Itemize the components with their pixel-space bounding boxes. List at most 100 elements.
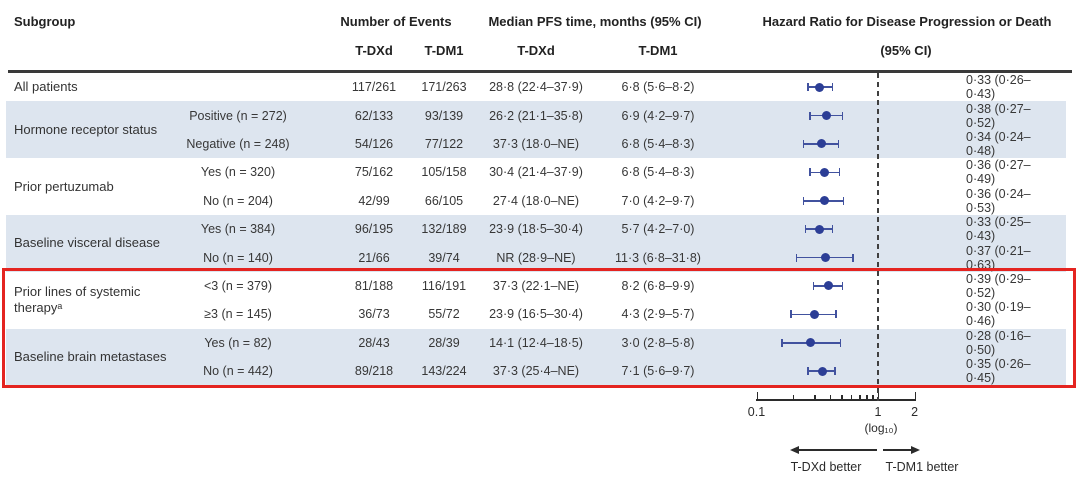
axis-minor-tick [829,395,832,399]
table-row: Yes (n = 82) 28/43 28/39 14·1 (12·4–18·5… [0,329,1080,357]
subgroup-category-label: No (n = 204) [203,193,273,208]
events-tdm1-value: 93/139 [424,108,464,123]
events-tdm1-value: 77/122 [424,136,464,151]
axis-minor-tick [866,395,868,399]
table-row: No (n = 140) 21/66 39/74 NR (28·9–NE) 11… [0,243,1080,272]
subgroup-category-label: Yes (n = 320) [200,165,276,180]
ci-cap-left [806,83,809,92]
ci-cap-right [841,111,844,120]
ci-cap-left [808,168,811,177]
subgroup-group-label: Prior lines of systemic therapyᵃ [14,284,141,316]
hr-point-marker [823,281,833,291]
subheader-hr-95ci: (95% CI) [880,43,932,58]
axis-major-tick [878,392,880,399]
axis-tick-label: 0.1 [747,405,766,419]
axis-minor-tick [793,395,795,399]
table-row: 117/261 171/263 28·8 (22·4–37·9) 6·8 (5·… [0,73,1080,101]
subgroup-group-label: All patients [14,79,78,95]
ci-cap-right [831,225,834,234]
subgroup-category-label: <3 (n = 379) [203,278,273,293]
subheader-pfs-tdm1: T-DM1 [638,43,678,58]
header-divider-line [8,70,1072,73]
events-tdxd-value: 36/73 [358,307,390,322]
subgroup-category-label: ≥3 (n = 145) [204,307,272,322]
median-pfs-tdxd-value: 28·8 (22·4–37·9) [489,80,583,95]
median-pfs-tdxd-value: 37·3 (18·0–NE) [492,136,580,151]
median-pfs-tdm1-value: 6·8 (5·4–8·3) [621,165,695,180]
hr-point-marker [822,111,832,121]
table-row: No (n = 204) 42/99 66/105 27·4 (18·0–NE)… [0,187,1080,215]
subgroup-category-label: No (n = 140) [203,250,273,265]
subgroup-category-label: Yes (n = 82) [204,335,272,350]
axis-minor-tick [872,395,874,399]
subheader-events-tdm1: T-DM1 [424,43,464,58]
hr-reference-line [876,73,879,401]
hr-ci-text: 0·36 (0·24–0·53) [966,186,1031,215]
events-tdxd-value: 54/126 [354,136,394,151]
hr-ci-text: 0·33 (0·26–0·43) [966,73,1031,102]
median-pfs-tdm1-value: 11·3 (6·8–31·8) [615,250,701,265]
hr-point-marker [809,309,819,319]
ci-cap-left [795,253,798,262]
median-pfs-tdm1-value: 7·0 (4·2–9·7) [621,193,695,208]
median-pfs-tdm1-value: 5·7 (4·2–7·0) [621,222,695,237]
axis-major-tick [914,392,916,399]
row-shading-band [6,101,1066,159]
events-tdxd-value: 21/66 [358,250,390,265]
subgroup-category-label: No (n = 442) [203,364,273,379]
column-header-subgroup: Subgroup [14,14,76,29]
tdxd-better-arrow-line [798,449,877,451]
events-tdm1-value: 105/158 [421,165,467,180]
median-pfs-tdxd-value: 27·4 (18·0–NE) [492,193,580,208]
highlight-red-box [2,268,1076,388]
ci-cap-left [806,367,809,376]
ci-cap-left [812,281,815,290]
ci-cap-left [802,196,805,205]
axis-minor-tick [814,395,816,399]
events-tdm1-value: 132/189 [421,222,467,237]
events-tdxd-value: 42/99 [358,193,390,208]
x-axis-line [756,399,916,401]
ci-cap-right [841,281,844,290]
hr-ci-text: 0·36 (0·27–0·49) [966,158,1031,187]
median-pfs-tdxd-value: 37·3 (22·1–NE) [492,278,580,293]
ci-cap-left [781,338,783,347]
median-pfs-tdm1-value: 4·3 (2·9–5·7) [621,307,695,322]
ci-cap-right [839,338,842,347]
hr-ci-text: 0·28 (0·16–0·50) [966,328,1031,357]
events-tdm1-value: 143/224 [421,364,467,379]
hr-point-marker [806,338,816,348]
subgroup-group-label: Baseline visceral disease [14,235,160,251]
table-row: <3 (n = 379) 81/188 116/191 37·3 (22·1–N… [0,272,1080,300]
events-tdxd-value: 117/261 [351,80,397,95]
events-tdm1-value: 39/74 [428,250,460,265]
table-row: Negative (n = 248) 54/126 77/122 37·3 (1… [0,130,1080,158]
median-pfs-tdm1-value: 8·2 (6·8–9·9) [621,278,695,293]
ci-cap-left [802,139,805,148]
table-row: Yes (n = 384) 96/195 132/189 23·9 (18·5–… [0,215,1080,243]
events-tdm1-value: 55/72 [428,307,460,322]
hr-point-marker [819,167,829,177]
hr-point-marker [816,139,826,149]
median-pfs-tdm1-value: 6·9 (4·2–9·7) [621,108,695,123]
median-pfs-tdm1-value: 7·1 (5·6–9·7) [621,364,695,379]
ci-cap-right [838,168,841,177]
table-row: Positive (n = 272) 62/133 93/139 26·2 (2… [0,101,1080,130]
tdm1-better-arrowhead-icon [911,445,920,454]
events-tdm1-value: 116/191 [421,278,467,293]
hr-point-marker [814,224,824,234]
events-tdm1-value: 171/263 [421,80,467,95]
events-tdxd-value: 81/188 [354,278,394,293]
tdxd-better-label: T-DXd better [790,460,862,474]
median-pfs-tdxd-value: 23·9 (18·5–30·4) [489,222,583,237]
events-tdm1-value: 28/39 [428,335,460,350]
tdm1-better-label: T-DM1 better [885,460,959,474]
subgroup-category-label: Negative (n = 248) [186,136,290,151]
hr-point-marker [814,82,824,92]
events-tdm1-value: 66/105 [424,193,464,208]
ci-cap-right [835,310,838,319]
median-pfs-tdm1-value: 6·8 (5·4–8·3) [621,136,695,151]
hr-point-marker [818,366,828,376]
median-pfs-tdxd-value: 30·4 (21·4–37·9) [489,165,583,180]
